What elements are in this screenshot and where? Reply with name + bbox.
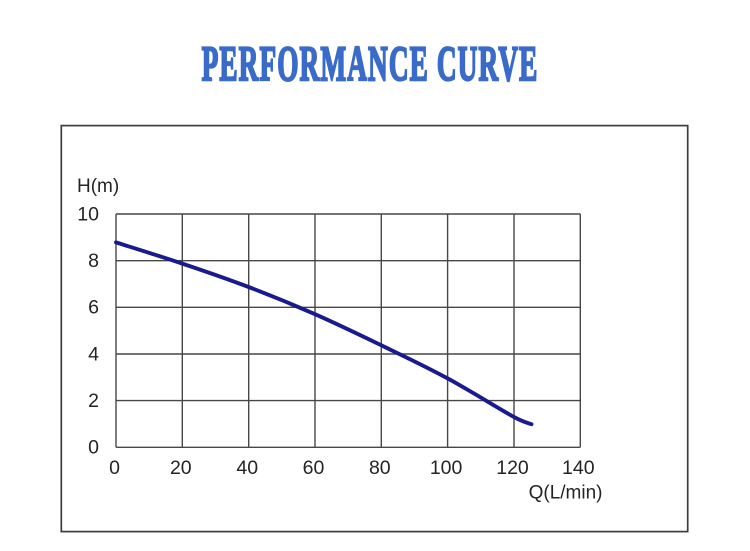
- svg-text:0: 0: [88, 437, 99, 459]
- svg-text:8: 8: [88, 250, 99, 272]
- svg-text:0: 0: [109, 457, 120, 479]
- svg-text:20: 20: [170, 457, 192, 479]
- svg-text:140: 140: [562, 457, 595, 479]
- svg-text:4: 4: [88, 343, 99, 365]
- svg-text:10: 10: [77, 203, 99, 225]
- svg-text:Q(L/min): Q(L/min): [529, 483, 603, 504]
- svg-text:2: 2: [88, 390, 99, 412]
- svg-text:H(m): H(m): [77, 176, 119, 197]
- svg-text:100: 100: [430, 457, 463, 479]
- svg-text:60: 60: [303, 457, 325, 479]
- svg-text:120: 120: [496, 457, 529, 479]
- svg-text:6: 6: [88, 297, 99, 319]
- svg-text:80: 80: [369, 457, 391, 479]
- svg-text:40: 40: [236, 457, 258, 479]
